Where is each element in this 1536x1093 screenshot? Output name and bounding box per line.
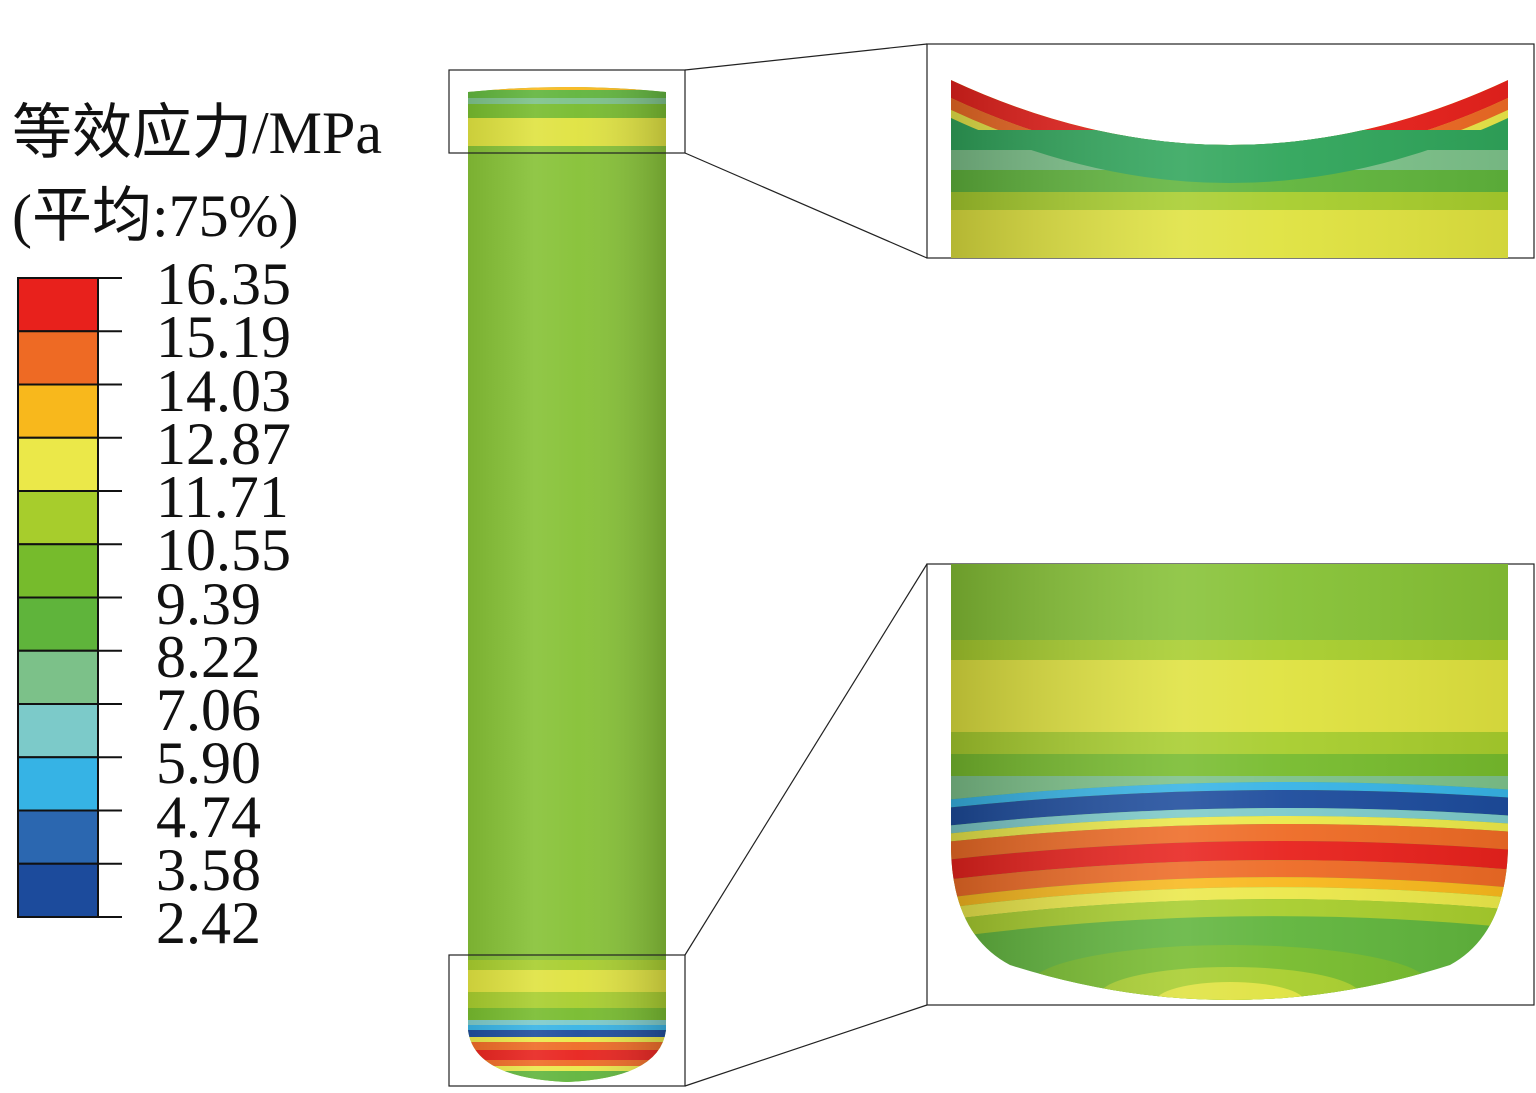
top-red-band xyxy=(460,84,675,87)
legend-title: 等效应力/MPa xyxy=(12,100,383,166)
bottom-callout-line-2 xyxy=(684,1004,928,1087)
legend-swatch xyxy=(17,436,99,492)
bottom-callout-line-1 xyxy=(684,563,928,956)
legend-swatch xyxy=(17,649,99,705)
legend-value-label: 11.71 xyxy=(156,464,289,530)
bottom-detail-box xyxy=(448,954,686,1087)
legend-value-label: 2.42 xyxy=(156,890,261,956)
legend-swatch xyxy=(17,756,99,812)
color-legend-bar xyxy=(17,277,122,918)
legend-swatch xyxy=(17,277,99,333)
legend-value-label: 10.55 xyxy=(156,517,291,584)
legend-swatch xyxy=(17,330,99,386)
legend-value-label: 3.58 xyxy=(156,836,261,903)
top-detail-box xyxy=(448,69,686,154)
bottom-zoom-view xyxy=(951,564,1508,1000)
legend-value-label: 12.87 xyxy=(156,410,291,477)
legend-swatch xyxy=(17,703,99,759)
legend-value-label: 5.90 xyxy=(156,730,261,797)
top-callout-line-1 xyxy=(684,43,928,71)
legend-value-label: 8.22 xyxy=(156,623,261,690)
legend-subtitle: (平均:75%) xyxy=(12,183,299,249)
legend-value-label: 14.03 xyxy=(156,357,291,424)
legend-value-label: 9.39 xyxy=(156,570,261,637)
legend-value-label: 7.06 xyxy=(156,677,261,743)
legend-swatch xyxy=(17,596,99,652)
legend-swatch xyxy=(17,809,99,865)
legend-swatch xyxy=(17,862,99,918)
legend-value-label: 15.19 xyxy=(156,304,291,371)
cylinder-model xyxy=(460,84,675,1082)
legend-swatch xyxy=(17,383,99,439)
top-callout-line-2 xyxy=(684,152,928,259)
legend-swatch xyxy=(17,543,99,599)
legend-value-label: 16.35 xyxy=(156,251,291,317)
legend-swatch xyxy=(17,490,99,546)
legend-value-label: 4.74 xyxy=(156,783,261,850)
